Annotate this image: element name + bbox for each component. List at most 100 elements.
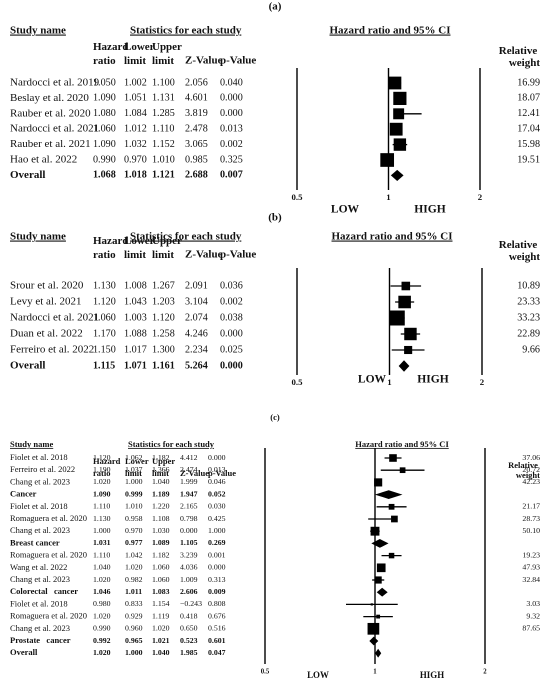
stat-cell: 1.032 xyxy=(124,139,147,150)
stat-cell: 0.982 xyxy=(125,575,143,584)
study-name: Rauber et al. 2021 xyxy=(10,138,91,150)
summary-diamond xyxy=(376,587,388,597)
stat-cell: 1.088 xyxy=(124,328,147,339)
stat-cell: 0.516 xyxy=(208,624,226,633)
effect-square xyxy=(388,552,395,559)
study-name: Nardocci et al. 2019 xyxy=(10,77,100,89)
weight-cell: 42.23 xyxy=(522,477,540,486)
stat-cell: 1.300 xyxy=(152,344,175,355)
stat-cell: 1.089 xyxy=(152,538,170,547)
weight-cell: 18.07 xyxy=(517,93,540,104)
stat-cell: 1.090 xyxy=(93,93,116,104)
stat-cell: 1.203 xyxy=(152,296,175,307)
stat-cell: 1.267 xyxy=(152,280,175,291)
column-header: Study name xyxy=(10,231,66,243)
stat-cell: 1.020 xyxy=(125,563,143,572)
weight-cell: 50.10 xyxy=(522,526,540,535)
stat-cell: 3.104 xyxy=(185,296,208,307)
study-name: Cancer xyxy=(10,489,37,499)
stat-cell: 0.833 xyxy=(125,599,143,608)
stat-cell: 0.025 xyxy=(220,344,243,355)
stat-cell: 1.020 xyxy=(152,624,170,633)
study-name: Chang et al. 2023 xyxy=(10,623,70,633)
stat-cell: 1.182 xyxy=(152,550,170,559)
stat-cell: 1.008 xyxy=(124,280,147,291)
study-name: Chang et al. 2023 xyxy=(10,574,70,584)
stat-cell: 0.047 xyxy=(208,648,226,657)
stats-header: Statistics for each study xyxy=(128,439,215,449)
stat-cell: 0.676 xyxy=(208,611,226,620)
stat-cell: 1.050 xyxy=(93,77,116,88)
effect-square xyxy=(380,153,395,167)
stat-cell: 1.150 xyxy=(93,344,116,355)
effect-square xyxy=(374,478,383,487)
weight-cell: 37.06 xyxy=(522,453,540,462)
stat-cell: 0.000 xyxy=(220,328,243,339)
stat-cell: 1.999 xyxy=(180,477,198,486)
study-name: Prostate cancer xyxy=(10,635,71,645)
stat-cell: 0.992 xyxy=(93,636,111,645)
stat-cell: 1.189 xyxy=(152,489,170,498)
weight-cell: 28.73 xyxy=(522,514,540,523)
stat-cell: 1.011 xyxy=(125,587,142,596)
column-header: p-Value xyxy=(220,55,256,67)
stat-cell: 0.007 xyxy=(220,170,243,181)
stat-cell: 2.606 xyxy=(180,587,198,596)
column-header: Upper limit xyxy=(152,41,185,67)
stat-cell: 1.060 xyxy=(152,575,170,584)
stat-cell: 1.020 xyxy=(93,611,111,620)
plot-header: Hazard ratio and 95% CI xyxy=(332,231,453,243)
weight-cell: 32.84 xyxy=(522,575,540,584)
axis-label: HIGH xyxy=(420,670,444,680)
effect-square xyxy=(370,603,373,606)
stat-cell: 0.046 xyxy=(208,477,226,486)
axis-label: LOW xyxy=(307,670,329,680)
stat-cell: 1.190 xyxy=(93,465,111,474)
stat-cell: 2.234 xyxy=(185,344,208,355)
weight-cell: 15.98 xyxy=(517,139,540,150)
axis-label: LOW xyxy=(331,204,360,216)
study-name: Wang et al. 2022 xyxy=(10,562,67,572)
stat-cell: 1.947 xyxy=(180,489,198,498)
stat-cell: 1.161 xyxy=(152,360,175,371)
column-header: Lower limit xyxy=(124,235,157,261)
study-name: Colorectal cancer xyxy=(10,586,78,596)
effect-square xyxy=(376,614,381,619)
stat-cell: 2.688 xyxy=(185,170,208,181)
stat-cell: 2.091 xyxy=(185,280,208,291)
x-tick-label: 0.5 xyxy=(261,669,270,676)
stat-cell: 4.246 xyxy=(185,328,208,339)
effect-square xyxy=(393,108,405,120)
column-header: Study name xyxy=(10,25,66,37)
axis-label: HIGH xyxy=(414,204,445,216)
stat-cell: 1.120 xyxy=(93,296,116,307)
stat-cell: 0.425 xyxy=(208,514,226,523)
weight-cell: 10.89 xyxy=(517,280,540,291)
weight-cell: 3.03 xyxy=(526,599,540,608)
stat-cell: 1.021 xyxy=(152,636,170,645)
stat-cell: 1.062 xyxy=(125,453,143,462)
summary-diamond xyxy=(374,490,403,499)
weight-cell: 9.66 xyxy=(522,344,540,355)
stat-cell: 0.001 xyxy=(208,550,226,559)
stat-cell: 0.929 xyxy=(125,611,143,620)
x-tick-label: 2 xyxy=(480,377,485,387)
study-name: Overall xyxy=(10,360,45,372)
weight-cell: 47.93 xyxy=(522,563,540,572)
stat-cell: 1.040 xyxy=(93,563,111,572)
stat-cell: 1.018 xyxy=(124,170,147,181)
effect-square xyxy=(391,515,398,523)
study-name: Overall xyxy=(10,647,38,657)
summary-diamond xyxy=(371,539,389,548)
weight-cell: 9.32 xyxy=(526,611,540,620)
stat-cell: 1.131 xyxy=(152,93,175,104)
stat-cell: 0.013 xyxy=(220,124,243,135)
stat-cell: 0.808 xyxy=(208,599,226,608)
effect-square xyxy=(389,122,403,136)
stat-cell: 4.036 xyxy=(180,563,198,572)
stat-cell: 2.474 xyxy=(180,465,198,474)
effect-square xyxy=(398,295,411,309)
stat-cell: 0.977 xyxy=(125,538,143,547)
stat-cell: 0.269 xyxy=(208,538,226,547)
effect-square xyxy=(367,622,380,635)
